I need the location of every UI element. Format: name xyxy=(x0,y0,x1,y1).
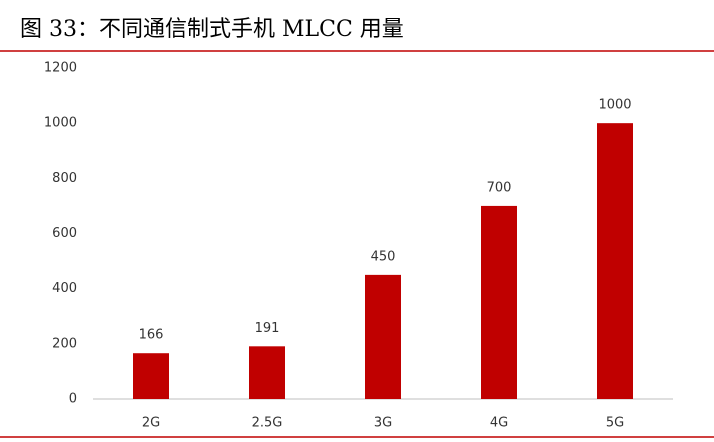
y-tick-label: 1200 xyxy=(44,61,77,76)
y-tick-label: 1000 xyxy=(44,116,77,131)
data-label: 700 xyxy=(487,180,512,195)
data-label: 191 xyxy=(255,321,280,336)
y-tick-label: 0 xyxy=(69,392,77,407)
data-label: 1000 xyxy=(598,98,631,113)
data-label: 166 xyxy=(139,328,164,343)
bar xyxy=(481,205,517,399)
data-label: 450 xyxy=(371,249,396,264)
x-tick-label: 5G xyxy=(606,416,624,431)
bar xyxy=(249,346,285,399)
bar xyxy=(365,274,401,399)
x-tick-label: 4G xyxy=(490,416,508,431)
y-tick-label: 400 xyxy=(52,281,77,296)
bar xyxy=(597,123,633,400)
y-tick-label: 800 xyxy=(52,171,77,186)
bar xyxy=(133,353,169,399)
x-tick-label: 2.5G xyxy=(252,416,283,431)
x-tick-label: 2G xyxy=(142,416,160,431)
chart-title: 图 33：不同通信制式手机 MLCC 用量 xyxy=(20,17,404,42)
y-tick-label: 600 xyxy=(52,226,77,241)
y-tick-label: 200 xyxy=(52,336,77,351)
x-tick-label: 3G xyxy=(374,416,392,431)
